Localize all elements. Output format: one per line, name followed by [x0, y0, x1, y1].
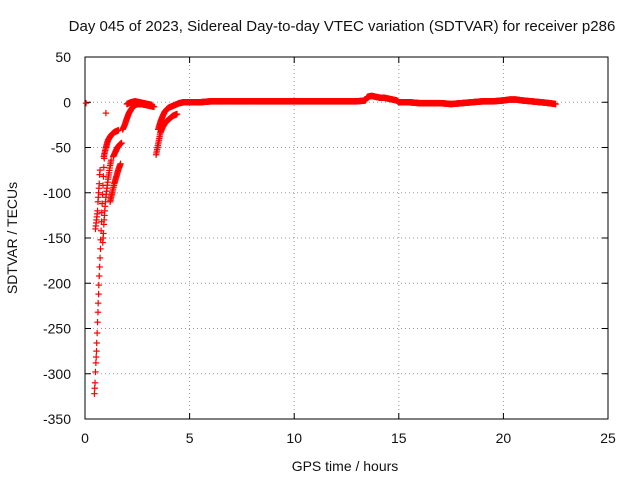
data-point	[91, 385, 98, 392]
data-point	[173, 110, 181, 118]
data-point	[95, 290, 102, 298]
data-point	[91, 379, 99, 386]
data-point	[100, 164, 108, 171]
data-point	[94, 299, 102, 307]
data-point	[96, 272, 103, 280]
y-tick-label: -100	[43, 185, 71, 201]
y-tick-label: -200	[43, 275, 71, 291]
data-point	[100, 230, 107, 237]
y-tick-label: -300	[43, 366, 71, 382]
data-points	[82, 92, 559, 397]
data-point	[93, 339, 100, 347]
data-point	[94, 318, 101, 326]
data-point	[93, 347, 100, 355]
data-point	[96, 166, 104, 174]
y-axis-label: SDTVAR / TECUs	[4, 182, 20, 294]
data-point	[93, 329, 101, 337]
data-point	[118, 139, 125, 147]
data-point	[96, 263, 103, 271]
data-point	[82, 99, 90, 107]
axis-ticks	[84, 56, 609, 420]
data-point	[552, 100, 559, 108]
x-tick-label: 10	[286, 430, 302, 446]
y-tick-label: -50	[51, 140, 71, 156]
x-tick-label: 5	[186, 430, 194, 446]
x-axis-label: GPS time / hours	[292, 458, 399, 474]
data-point	[115, 127, 122, 134]
y-tick-label: 0	[63, 94, 71, 110]
x-tick-label: 25	[600, 430, 616, 446]
y-tick-label: 50	[55, 49, 71, 65]
data-point	[92, 368, 99, 376]
data-point	[96, 180, 103, 187]
data-point	[97, 245, 104, 253]
x-tick-label: 0	[81, 430, 89, 446]
data-point	[94, 309, 102, 316]
y-tick-label: -250	[43, 321, 71, 337]
data-point	[102, 109, 110, 117]
x-tick-label: 20	[496, 430, 512, 446]
chart-title: Day 045 of 2023, Sidereal Day-to-day VTE…	[69, 18, 616, 35]
data-point	[92, 359, 100, 367]
y-tick-label: -150	[43, 230, 71, 246]
data-point	[100, 173, 107, 180]
y-tick-label: -350	[43, 411, 71, 427]
data-point	[92, 353, 100, 361]
x-tick-label: 15	[391, 430, 407, 446]
data-point	[91, 390, 98, 397]
data-point	[148, 101, 156, 109]
axis-tick-labels: 0 5 10 15 20 25 50 0 -50 -100 -150 -200 -250 -300 -350	[43, 49, 616, 446]
grid-lines	[85, 57, 608, 419]
data-point	[94, 207, 101, 215]
data-point	[95, 281, 103, 289]
data-point	[96, 254, 104, 262]
data-point	[117, 160, 124, 167]
data-point	[107, 156, 115, 164]
